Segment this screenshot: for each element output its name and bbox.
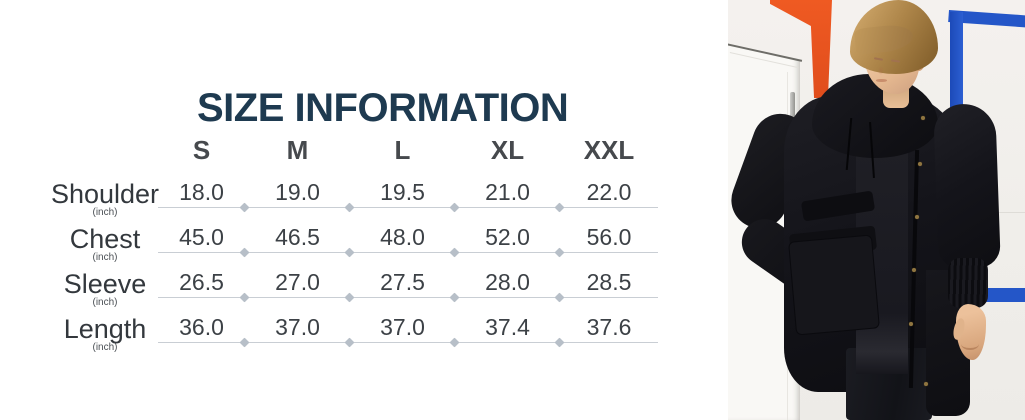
column-header-xxl: XXL <box>583 135 635 165</box>
diamond-marker <box>239 292 250 303</box>
row-label-wrap: Sleeve (inch) <box>40 271 170 308</box>
row-label: Length <box>63 314 147 344</box>
cell-value: 37.0 <box>380 314 425 340</box>
cell-value: 37.0 <box>275 314 320 340</box>
model-lips <box>876 79 887 82</box>
parka-right-sleeve <box>933 102 1001 270</box>
table-row-shoulder: Shoulder (inch) 18.0 19.0 19.5 21.0 22.0 <box>0 181 728 226</box>
snap-button <box>915 215 919 219</box>
row-unit: (inch) <box>92 207 118 218</box>
diamond-marker <box>239 202 250 213</box>
cell-value: 21.0 <box>485 179 530 205</box>
cell-value: 28.5 <box>586 269 632 295</box>
cell-value: 52.0 <box>485 224 530 250</box>
diamond-marker <box>344 292 355 303</box>
snap-button <box>924 382 928 386</box>
cell-value: 18.0 <box>179 179 224 205</box>
row-label-wrap: Length (inch) <box>40 316 170 353</box>
cell-value: 36.0 <box>179 314 224 340</box>
row-divider-line <box>158 202 658 213</box>
cell-value: 26.5 <box>179 269 224 295</box>
cell-value: 19.0 <box>275 179 320 205</box>
row-divider-line <box>158 337 658 348</box>
diamond-marker <box>239 337 250 348</box>
cell-value: 45.0 <box>179 224 224 250</box>
diamond-marker <box>344 247 355 258</box>
table-row-sleeve: Sleeve (inch) 26.5 27.0 27.5 28.0 28.5 <box>0 271 728 316</box>
row-divider-line <box>158 292 658 303</box>
diamond-marker <box>239 247 250 258</box>
page-title: SIZE INFORMATION <box>197 85 569 130</box>
cell-value: 19.5 <box>380 179 425 205</box>
model-nose-shadow <box>878 66 884 75</box>
column-header-m: M <box>286 135 309 165</box>
row-divider-line <box>158 247 658 258</box>
diamond-marker <box>449 292 460 303</box>
diamond-marker <box>554 292 565 303</box>
column-header-xl: XL <box>490 135 525 165</box>
row-unit: (inch) <box>92 342 118 353</box>
diamond-marker <box>554 337 565 348</box>
cell-value: 46.5 <box>275 224 320 250</box>
diamond-marker <box>449 202 460 213</box>
table-row-length: Length (inch) 36.0 37.0 37.0 37.4 37.6 <box>0 316 728 361</box>
diamond-marker <box>449 247 460 258</box>
cell-value: 22.0 <box>586 179 632 205</box>
product-photo: PIONEER <box>728 0 1025 420</box>
snap-button <box>909 322 913 326</box>
row-label: Sleeve <box>63 269 147 299</box>
cell-value: 28.0 <box>485 269 530 295</box>
snap-button <box>918 162 922 166</box>
cell-value: 56.0 <box>586 224 632 250</box>
parka-patch-pocket <box>788 234 880 336</box>
table-row-chest: Chest (inch) 45.0 46.5 48.0 52.0 56.0 <box>0 226 728 271</box>
cell-value: 37.4 <box>485 314 530 340</box>
snap-button <box>921 116 925 120</box>
row-label: Shoulder <box>50 179 160 209</box>
column-header-l: L <box>394 135 411 165</box>
door-hinge <box>790 92 795 118</box>
cell-value: 48.0 <box>380 224 425 250</box>
diamond-marker <box>554 202 565 213</box>
diamond-marker <box>344 337 355 348</box>
cell-value: 27.0 <box>275 269 320 295</box>
row-unit: (inch) <box>92 297 118 308</box>
diamond-marker <box>554 247 565 258</box>
row-label-wrap: Shoulder (inch) <box>40 181 170 218</box>
diamond-marker <box>449 337 460 348</box>
row-unit: (inch) <box>92 252 118 263</box>
parka-ribbed-cuff <box>948 258 988 308</box>
size-information-section: SIZE INFORMATION S M L XL XXL Shoulder (… <box>0 85 728 361</box>
cell-value: 27.5 <box>380 269 425 295</box>
snap-button <box>912 268 916 272</box>
row-label-wrap: Chest (inch) <box>40 226 170 263</box>
row-label: Chest <box>69 224 141 254</box>
cell-value: 37.6 <box>586 314 632 340</box>
model-knuckle-shadow <box>961 338 979 350</box>
parka-hood <box>812 74 938 158</box>
diamond-marker <box>344 202 355 213</box>
column-header-s: S <box>192 135 211 165</box>
